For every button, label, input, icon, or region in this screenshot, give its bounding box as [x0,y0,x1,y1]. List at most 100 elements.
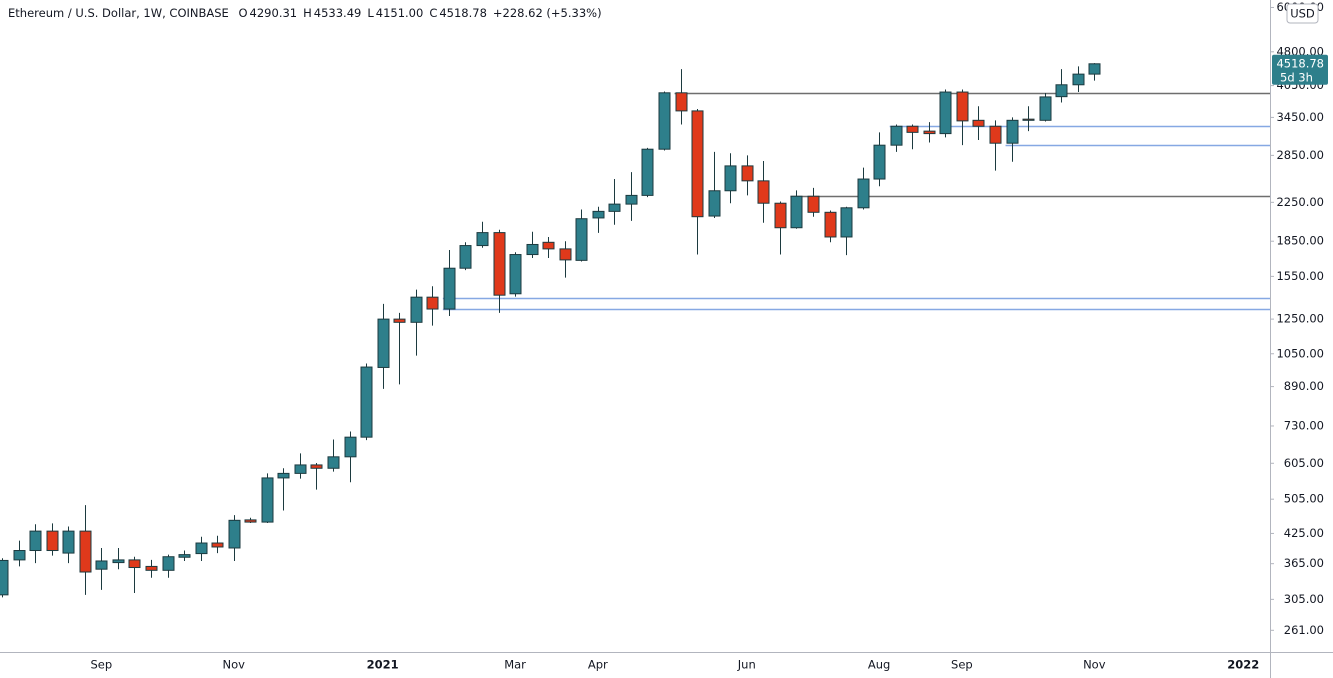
candle-body [641,148,654,196]
candle-body [493,232,506,296]
candle-body [360,366,373,438]
candle-body [757,180,770,204]
candle-body [526,243,539,256]
y-tick-label: 3450.00 [1276,110,1324,124]
candle-body [195,542,208,555]
candle-body [128,559,141,569]
x-tick-label: Nov [1083,658,1106,672]
candle-body [807,195,820,213]
candle-body [741,165,754,182]
candle-body [873,144,886,180]
currency-label: USD [1290,7,1315,21]
y-tick-label: 730.00 [1284,418,1324,432]
candle-body [840,207,853,238]
candle-body [410,296,423,323]
x-tick-label: Sep [951,658,973,672]
y-tick-label: 425.00 [1284,526,1324,540]
candle-body [162,556,175,571]
candle-body [459,245,472,269]
candle-body [79,530,92,573]
field-label: H [303,6,312,20]
candle-body [1072,73,1085,86]
candle-body [857,178,870,209]
field-value: 4290.31 [249,6,298,20]
candle-body [542,241,555,250]
candle-body [608,203,621,212]
x-tick-label: Nov [222,658,245,672]
candle-body [426,296,439,310]
candle-body [1039,96,1052,121]
legend-header: Ethereum / U.S. Dollar, 1W, COINBASE O 42… [8,6,604,20]
candle-body [62,530,75,554]
candle-body [377,318,390,368]
candle-body [1088,63,1101,75]
y-tick-label: 505.00 [1284,492,1324,506]
candle-body [310,464,323,469]
change: +228.62 (+5.33%) [492,6,602,20]
candle-body [559,248,572,261]
x-tick-label: Jun [737,658,756,672]
currency-badge [1286,3,1319,24]
candle-body [1022,118,1035,121]
field-value: 4518.78 [439,6,487,20]
candle-body [939,91,952,135]
x-tick-label: Mar [504,658,526,672]
candle-body [724,165,737,192]
field-value: 4533.49 [313,6,362,20]
candle-body [774,202,787,229]
candle-body [211,542,224,548]
candle-body [675,92,688,112]
candle-body [509,254,522,295]
symbol-title: Ethereum / U.S. Dollar, 1W, COINBASE [8,6,229,20]
field-value: 4151.00 [375,6,424,20]
candle-body [625,194,638,205]
candle-body [790,195,803,229]
y-tick-label: 1250.00 [1276,312,1324,326]
y-tick-label: 1850.00 [1276,234,1324,248]
candle-body [592,210,605,219]
candle-body [95,560,108,570]
candle-body [393,318,406,323]
candle-body [294,464,307,474]
field-label: C [429,6,438,20]
y-tick-label: 261.00 [1284,623,1324,637]
y-tick-label: 890.00 [1284,379,1324,393]
last-price-box [1272,54,1328,85]
field-label: O [238,6,248,20]
x-tick-label: 2021 [367,658,399,672]
candle-body [923,130,936,135]
candle-body [277,472,290,479]
candle-body [708,190,721,217]
candle-body [824,211,837,238]
candle-body [46,530,59,552]
candle-body [13,550,26,561]
candle-body [1055,84,1068,98]
x-tick-label: Sep [90,658,112,672]
x-tick-label: Aug [868,658,890,672]
candle-body [575,218,588,261]
candle-body [0,559,9,596]
y-tick-label: 2850.00 [1276,148,1324,162]
candle-body [658,92,671,150]
candle-body [443,267,456,310]
last-price-label: 4518.78 [1276,56,1324,70]
y-tick-label: 305.00 [1284,592,1324,606]
candle-body [145,565,158,571]
x-tick-label: Apr [588,658,608,672]
candle-body [1006,119,1019,144]
y-tick-label: 365.00 [1284,556,1324,570]
candle-body [890,125,903,146]
y-tick-label: 605.00 [1284,456,1324,470]
candle-body [29,530,42,552]
candle-body [327,456,340,469]
candle-body [476,232,489,247]
y-tick-label: 1550.00 [1276,269,1324,283]
field-label: L [367,6,374,20]
candle-body [972,119,985,127]
y-tick-label: 1050.00 [1276,346,1324,360]
candle-body [989,125,1002,144]
candle-body [228,519,241,549]
y-tick-label: 2250.00 [1276,195,1324,209]
